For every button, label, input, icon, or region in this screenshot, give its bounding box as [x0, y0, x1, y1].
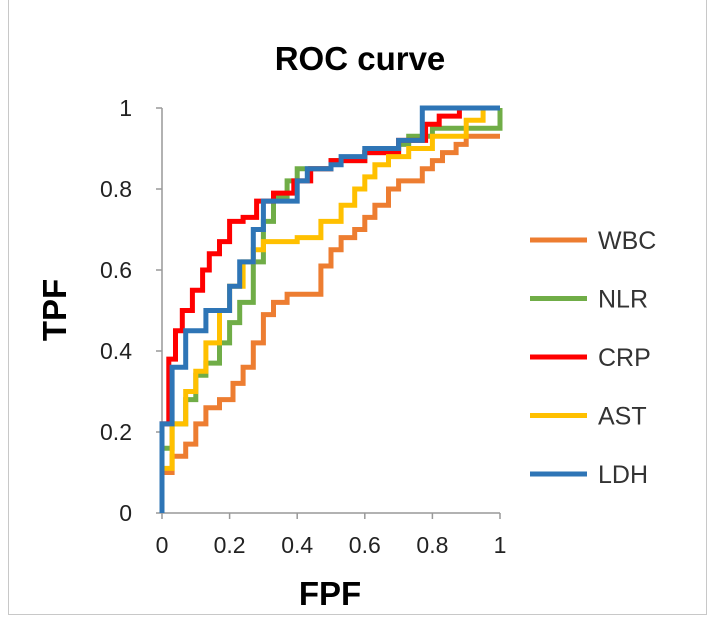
x-tick-label: 0.6	[349, 532, 381, 558]
x-tick-label: 0	[156, 532, 169, 558]
legend-label-nlr: NLR	[598, 286, 648, 314]
series-lines	[159, 105, 503, 513]
x-tick-label: 0.4	[281, 532, 313, 558]
x-tick-label: 1	[494, 532, 507, 558]
y-tick-label: 0.6	[100, 257, 132, 283]
legend-label-ldh: LDH	[598, 461, 648, 489]
x-axis-ticks: 0 0.2 0.4 0.6 0.8 1	[156, 513, 507, 558]
x-tick-label: 0.2	[214, 532, 246, 558]
y-axis-label: TPF	[36, 279, 73, 341]
x-tick-label: 0.8	[416, 532, 448, 558]
legend: WBC NLR CRP AST LDH	[530, 227, 656, 489]
chart-frame	[8, 0, 707, 615]
chart-title: ROC curve	[275, 40, 446, 77]
y-tick-label: 0.2	[100, 419, 132, 445]
legend-label-wbc: WBC	[598, 227, 656, 255]
series-line-ldh	[159, 105, 500, 513]
series-line-wbc	[159, 133, 500, 513]
legend-label-crp: CRP	[598, 344, 651, 372]
series-line-ast	[159, 105, 500, 513]
x-axis-label: FPF	[299, 575, 361, 612]
y-tick-label: 0	[119, 500, 132, 526]
y-tick-label: 0.8	[100, 176, 132, 202]
y-tick-label: 0.4	[100, 338, 132, 364]
legend-label-ast: AST	[598, 403, 647, 431]
y-axis-ticks: 0 0.2 0.4 0.6 0.8 1	[100, 95, 162, 526]
y-tick-label: 1	[119, 95, 132, 121]
